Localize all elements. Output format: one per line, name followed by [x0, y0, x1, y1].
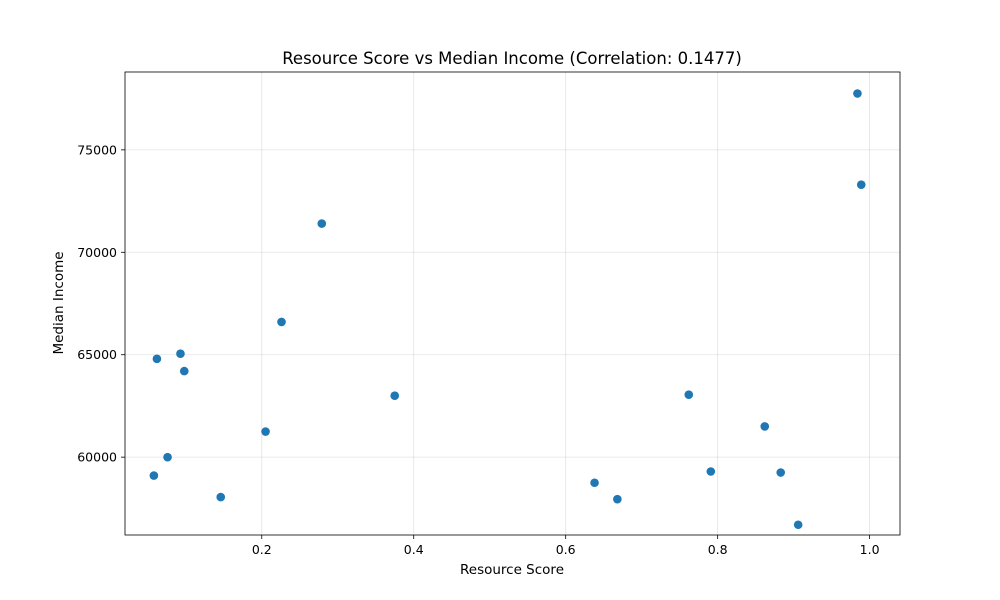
scatter-point: [853, 89, 862, 98]
x-tick-label: 0.8: [708, 542, 728, 557]
x-axis-label: Resource Score: [460, 562, 564, 578]
scatter-point: [776, 468, 786, 477]
ticks-layer: 0.2 0.4 0.6 0.8 1.0 60000 65000 70000 75000: [77, 142, 879, 557]
y-axis-label: Median Income: [51, 251, 67, 354]
scatter-point: [613, 494, 622, 504]
x-tick-label: 0.6: [556, 542, 576, 557]
scatter-point: [793, 520, 803, 530]
x-tick-label: 0.4: [404, 542, 424, 557]
scatter-point: [277, 317, 286, 327]
scatter-point: [317, 219, 327, 228]
y-tick-label: 65000: [77, 347, 117, 362]
y-tick-label: 60000: [77, 450, 117, 465]
scatter-point: [760, 422, 770, 431]
y-tick-label: 70000: [77, 245, 117, 260]
points-layer: [149, 89, 866, 530]
scatter-point: [179, 366, 189, 376]
scatter-point: [390, 391, 400, 400]
scatter-point: [149, 471, 159, 480]
scatter-point: [261, 427, 270, 436]
y-tick-label: 75000: [77, 142, 117, 157]
scatter-point: [590, 478, 599, 488]
chart-title: Resource Score vs Median Income (Correla…: [282, 49, 742, 68]
scatter-point: [216, 492, 226, 502]
scatter-point: [684, 390, 694, 399]
x-tick-label: 0.2: [252, 542, 272, 557]
scatter-point: [163, 452, 172, 462]
x-tick-label: 1.0: [860, 542, 880, 557]
plot-frame: [124, 71, 901, 536]
grid-layer: [125, 72, 900, 535]
scatter-point: [856, 180, 866, 189]
scatter-point: [176, 349, 185, 358]
scatter-point: [152, 354, 162, 364]
scatter-point: [706, 467, 716, 476]
